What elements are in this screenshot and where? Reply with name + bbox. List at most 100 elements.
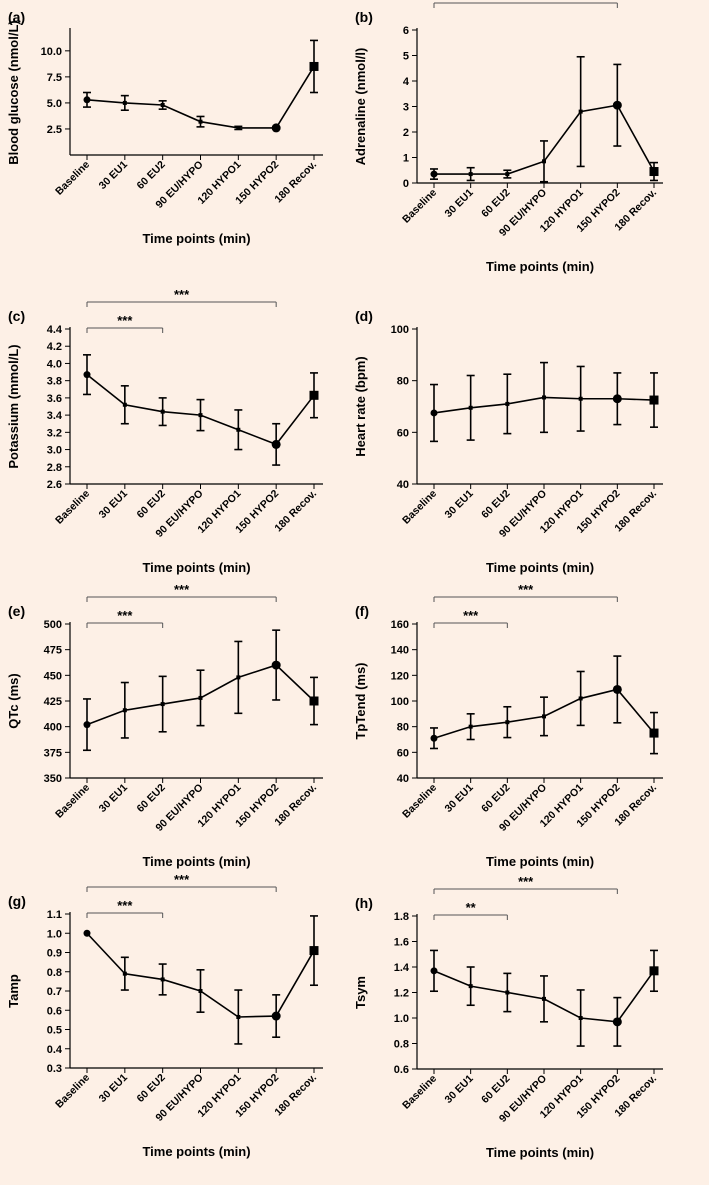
y-tick-label: 100 xyxy=(391,696,409,708)
significance-label: *** xyxy=(174,582,190,597)
x-axis-title: Time points (min) xyxy=(142,1144,250,1159)
y-tick-label: 0.9 xyxy=(47,948,62,960)
y-tick-label: 2.8 xyxy=(47,462,62,474)
y-tick-label: 350 xyxy=(44,773,62,785)
data-point xyxy=(430,967,438,975)
data-point xyxy=(505,172,510,177)
y-tick-label: 0.4 xyxy=(47,1044,63,1056)
data-point xyxy=(505,401,510,406)
x-axis-title: Time points (min) xyxy=(486,560,594,575)
y-tick-label: 1.1 xyxy=(47,909,62,921)
panel-label: (f) xyxy=(355,603,369,619)
data-point xyxy=(271,1011,281,1021)
data-point xyxy=(271,123,281,133)
data-point xyxy=(542,996,546,1001)
y-tick-label: 0.5 xyxy=(47,1025,62,1037)
y-tick-label: 0.8 xyxy=(394,1039,409,1051)
x-tick-label: Baseline xyxy=(53,782,92,821)
x-axis-title: Time points (min) xyxy=(486,854,594,869)
y-axis-title: Tsym xyxy=(353,976,368,1009)
y-tick-label: 3.4 xyxy=(47,410,63,422)
y-tick-label: 375 xyxy=(44,747,62,759)
y-tick-label: 1.8 xyxy=(394,911,409,923)
data-point xyxy=(198,413,203,418)
data-point xyxy=(309,946,319,956)
y-tick-label: 1.2 xyxy=(394,988,409,1000)
data-point xyxy=(649,395,659,405)
y-tick-label: 500 xyxy=(44,619,62,631)
data-point xyxy=(122,971,127,976)
y-tick-label: 2.6 xyxy=(47,479,62,491)
data-point xyxy=(83,721,91,729)
y-tick-label: 140 xyxy=(391,645,409,657)
x-tick-label: 30 EU1 xyxy=(443,1073,476,1106)
x-axis-title: Time points (min) xyxy=(486,259,594,274)
x-tick-label: 30 EU1 xyxy=(443,187,476,220)
data-point xyxy=(236,1014,241,1019)
y-tick-label: 0.8 xyxy=(47,967,62,979)
significance-label: *** xyxy=(117,313,133,328)
panel-label: (d) xyxy=(355,308,373,324)
y-tick-label: 3.2 xyxy=(47,427,62,439)
data-point xyxy=(83,371,91,379)
data-point xyxy=(612,100,622,110)
data-point xyxy=(430,734,438,742)
data-point xyxy=(578,396,583,401)
y-tick-label: 0.6 xyxy=(47,1005,62,1017)
y-tick-label: 450 xyxy=(44,670,62,682)
y-axis-title: Potassium (mmol/L) xyxy=(6,344,21,468)
panel-label: (a) xyxy=(8,9,25,25)
data-point xyxy=(505,720,510,725)
y-axis-title: TpTend (ms) xyxy=(353,662,368,739)
x-tick-label: 30 EU1 xyxy=(97,782,130,815)
y-tick-label: 40 xyxy=(397,773,409,785)
y-tick-label: 3.8 xyxy=(47,376,62,388)
y-tick-label: 1.0 xyxy=(394,1013,409,1025)
significance-label: *** xyxy=(117,898,133,913)
data-point xyxy=(649,728,659,738)
x-axis-title: Time points (min) xyxy=(486,1145,594,1160)
y-tick-label: 4.2 xyxy=(47,341,62,353)
y-tick-label: 0.6 xyxy=(394,1064,409,1076)
y-tick-label: 100 xyxy=(391,324,409,336)
y-tick-label: 80 xyxy=(397,722,409,734)
x-tick-label: 60 EU2 xyxy=(135,488,168,521)
x-axis-title: Time points (min) xyxy=(142,854,250,869)
y-tick-label: 1 xyxy=(403,153,409,165)
y-tick-label: 1.0 xyxy=(47,928,62,940)
significance-label: *** xyxy=(518,0,534,3)
x-tick-label: Baseline xyxy=(53,1072,92,1111)
data-point xyxy=(271,660,281,670)
data-point xyxy=(198,695,203,700)
x-tick-label: Baseline xyxy=(53,159,92,198)
y-tick-label: 5.0 xyxy=(47,98,62,110)
data-point xyxy=(198,989,203,993)
data-point xyxy=(430,170,438,178)
y-tick-label: 1.6 xyxy=(394,937,409,949)
y-tick-label: 0.7 xyxy=(47,986,62,998)
y-tick-label: 0 xyxy=(403,178,409,190)
y-axis-title: Adrenaline (nmol/l) xyxy=(353,48,368,166)
y-tick-label: 3.0 xyxy=(47,445,62,457)
data-point xyxy=(578,109,583,114)
data-point xyxy=(542,159,546,164)
x-tick-label: 60 EU2 xyxy=(135,1072,168,1105)
x-tick-label: Baseline xyxy=(400,1073,439,1112)
data-point xyxy=(578,696,583,701)
data-point xyxy=(649,167,659,177)
x-tick-label: Baseline xyxy=(400,782,439,821)
data-point xyxy=(468,724,473,729)
data-point xyxy=(160,977,165,982)
chart-panel-8: (h) 0.6 0.8 1.0 1.2 1.4 1.6 1.8 Baseline 30 EU1 60… xyxy=(353,874,663,1160)
data-point xyxy=(649,966,659,976)
panel-label: (g) xyxy=(8,893,26,909)
x-tick-label: 30 EU1 xyxy=(97,159,130,192)
x-tick-label: 60 EU2 xyxy=(479,488,512,521)
y-tick-label: 80 xyxy=(397,376,409,388)
data-point xyxy=(612,394,622,404)
significance-label: *** xyxy=(174,287,190,302)
